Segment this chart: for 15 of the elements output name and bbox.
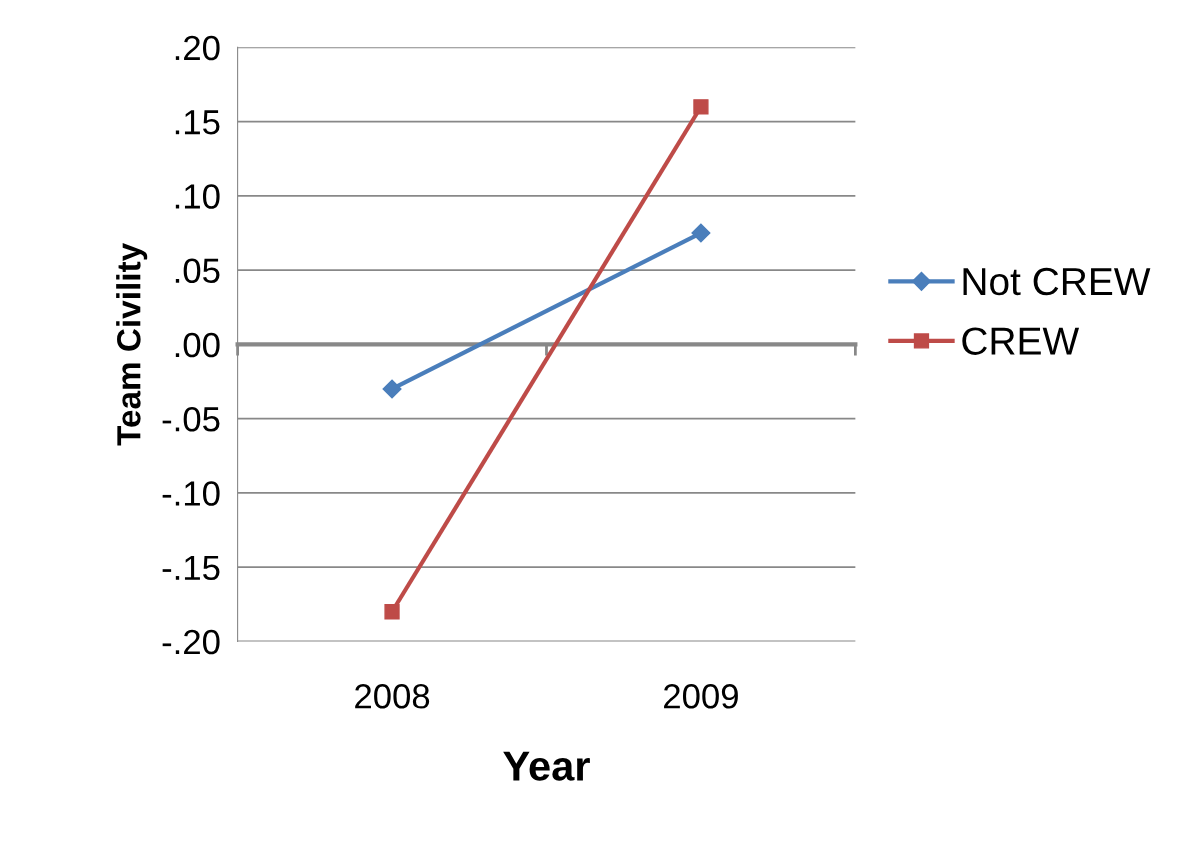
x-tick-label: 2008 (355, 684, 430, 709)
y-tick-label: -.10 (162, 481, 220, 506)
y-axis-title: Team Civility (116, 242, 148, 446)
y-tick-label: -.20 (162, 629, 220, 655)
x-axis-title: Year (503, 751, 590, 781)
y-tick-label: .05 (175, 258, 220, 284)
x-tick-label: 2009 (664, 684, 738, 709)
y-tick-label: .20 (175, 35, 220, 61)
legend-label: CREW (962, 327, 1080, 355)
y-tick-label: -.05 (162, 407, 220, 432)
y-tick-label: -.15 (162, 555, 220, 581)
y-tick-label: .10 (175, 184, 220, 209)
y-tick-label: .15 (175, 110, 220, 135)
y-tick-label: .00 (175, 332, 220, 358)
legend-label: Not CREW (963, 267, 1151, 296)
